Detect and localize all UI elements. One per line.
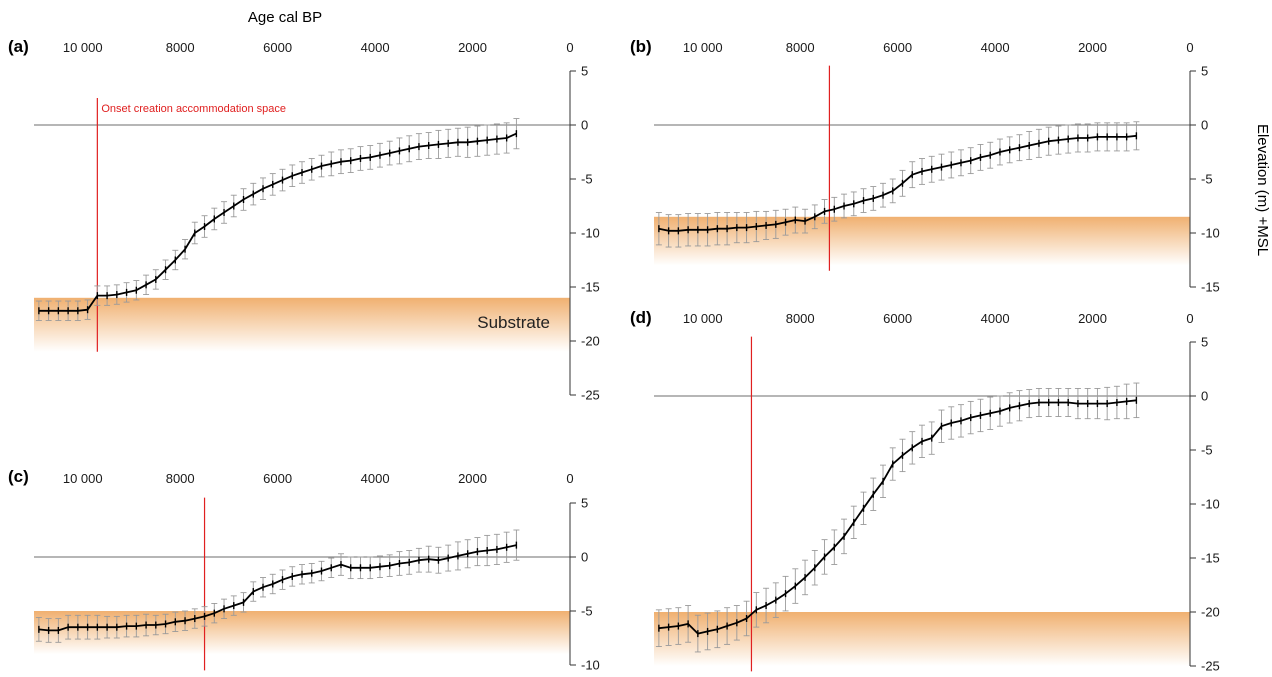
panel-a-y-tick-label: -5 [581, 172, 593, 187]
panel-a-y-tick-label: -10 [581, 226, 600, 241]
panel-a-x-tick-label: 8000 [166, 40, 195, 55]
panel-d-x-tick-label: 4000 [981, 311, 1010, 326]
panel-a-onset-label: Onset creation accommodation space [101, 103, 286, 115]
panel-b-x-tick-label: 10 000 [683, 40, 723, 55]
panel-a-x-tick-label: 10 000 [63, 40, 103, 55]
panel-c-x-tick-label: 10 000 [63, 471, 103, 486]
panel-b-y-tick-label: 0 [1201, 118, 1208, 133]
panel-d-x-tick-label: 0 [1186, 311, 1193, 326]
panel-d-x-tick-label: 6000 [883, 311, 912, 326]
panel-a-x-tick-label: 2000 [458, 40, 487, 55]
panel-c-x-tick-label: 2000 [458, 471, 487, 486]
panel-d-y-tick-label: -20 [1201, 605, 1220, 620]
panel-b-x-tick-label: 4000 [981, 40, 1010, 55]
panel-a-x-tick-label: 0 [566, 40, 573, 55]
panel-d-y-tick-label: -15 [1201, 551, 1220, 566]
panel-a-y-tick-label: 0 [581, 118, 588, 133]
panel-b-y-tick-label: -15 [1201, 280, 1220, 295]
panel-b-y-tick-label: -10 [1201, 226, 1220, 241]
panel-d-y-tick-label: -25 [1201, 659, 1220, 674]
right-axis-title: Elevation (m) +MSL [1254, 124, 1271, 256]
panel-a-y-tick-label: -20 [581, 334, 600, 349]
panel-c-x-tick-label: 0 [566, 471, 573, 486]
panel-a-y-tick-label: 5 [581, 64, 588, 79]
panel-a-label: (a) [8, 37, 29, 56]
panel-c-substrate-band [34, 611, 570, 655]
panel-b-y-tick-label: -5 [1201, 172, 1213, 187]
panel-b-x-tick-label: 6000 [883, 40, 912, 55]
panel-c-x-tick-label: 6000 [263, 471, 292, 486]
panel-a-substrate-band [34, 297, 570, 352]
panel-d-y-tick-label: -5 [1201, 443, 1213, 458]
panel-c-x-tick-label: 8000 [166, 471, 195, 486]
panel-a-x-tick-label: 4000 [361, 40, 390, 55]
panel-c-y-tick-label: 5 [581, 496, 588, 511]
panel-c-label: (c) [8, 467, 29, 486]
panel-c-y-tick-label: 0 [581, 550, 588, 565]
panel-d-x-tick-label: 10 000 [683, 311, 723, 326]
panel-b-x-tick-label: 8000 [786, 40, 815, 55]
panel-c-x-tick-label: 4000 [361, 471, 390, 486]
panel-c-y-tick-label: -10 [581, 658, 600, 673]
panel-a-x-tick-label: 6000 [263, 40, 292, 55]
panel-d-label: (d) [630, 308, 652, 327]
panel-a-y-tick-label: -25 [581, 388, 600, 403]
panel-b-label: (b) [630, 37, 652, 56]
panel-d-substrate-band [654, 612, 1190, 666]
panel-d-sea-level-curve [658, 399, 1137, 635]
panel-a-sea-level-curve [38, 132, 517, 312]
panel-b-substrate-band [654, 216, 1190, 266]
panel-d-x-tick-label: 8000 [786, 311, 815, 326]
panel-b-sea-level-curve [658, 134, 1137, 232]
top-axis-title: Age cal BP [248, 9, 322, 26]
panel-b-x-tick-label: 2000 [1078, 40, 1107, 55]
panel-d-y-tick-label: 5 [1201, 335, 1208, 350]
panel-d-y-tick-label: 0 [1201, 389, 1208, 404]
panel-c-y-tick-label: -5 [581, 604, 593, 619]
panel-a-substrate-label: Substrate [477, 313, 550, 332]
panel-c-sea-level-curve [38, 544, 517, 632]
panel-b-y-tick-label: 5 [1201, 64, 1208, 79]
panel-b-x-tick-label: 0 [1186, 40, 1193, 55]
panel-d-y-tick-label: -10 [1201, 497, 1220, 512]
panel-a-y-tick-label: -15 [581, 280, 600, 295]
panel-d-x-tick-label: 2000 [1078, 311, 1107, 326]
